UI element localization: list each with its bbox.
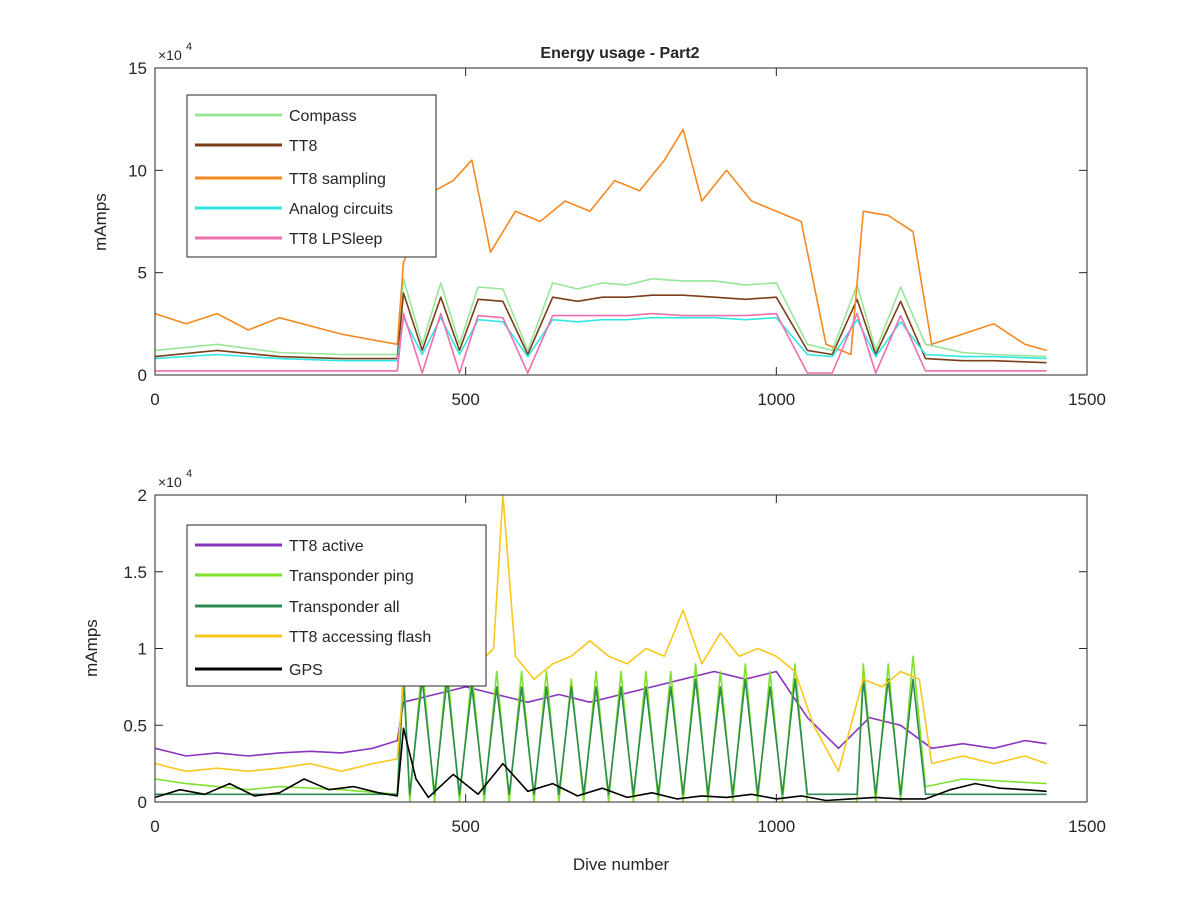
top-legend: Compass TT8 TT8 sampling Analog circuits… — [186, 94, 437, 258]
legend-label-analog-circuits: Analog circuits — [289, 201, 393, 218]
bottom-series-tt8-accessing-flash — [155, 495, 1047, 773]
bottom-legend: TT8 active Transponder ping Transponder … — [186, 524, 487, 687]
top-y-tick-label: 15 — [128, 59, 147, 78]
top-series-tt8-sampling — [155, 128, 1047, 356]
bottom-y-tick-label: 1 — [138, 640, 147, 659]
top-series-compass — [155, 278, 1047, 358]
top-y-ticks: 0 5 10 15 — [128, 59, 1087, 385]
top-y-tick-label: 5 — [138, 264, 147, 283]
bottom-exponent-base: ×10 — [158, 474, 182, 490]
bottom-exponent-power: 4 — [186, 468, 192, 480]
top-series-group — [155, 128, 1047, 374]
bottom-x-tick-label: 1500 — [1068, 817, 1106, 836]
bottom-y-tick-label: 0.5 — [123, 716, 147, 735]
legend-label-transponder-all: Transponder all — [289, 599, 400, 616]
bottom-panel: 0 500 1000 1500 0 0.5 1 1.5 2 ×10 4 mAmps Dive … — [82, 468, 1106, 874]
top-legend-box — [186, 94, 437, 258]
legend-label-tt8-sampling: TT8 sampling — [289, 171, 386, 188]
top-axes-box — [154, 67, 1088, 376]
bottom-series-group — [155, 495, 1047, 802]
bottom-x-tick-label: 0 — [150, 817, 159, 836]
legend-label-tt8-active: TT8 active — [289, 538, 364, 555]
top-exponent-power: 4 — [186, 41, 192, 53]
top-panel: Energy usage - Part2 0 500 1000 1500 0 5 10 15… — [91, 41, 1106, 409]
bottom-series-tt8-active — [155, 670, 1047, 757]
bottom-x-tick-label: 500 — [451, 817, 479, 836]
top-y-tick-label: 0 — [138, 366, 147, 385]
bottom-series-transponder-all — [155, 678, 1047, 796]
top-exponent-base: ×10 — [158, 47, 182, 63]
chart-title: Energy usage - Part2 — [540, 45, 699, 62]
top-y-tick-label: 10 — [128, 161, 147, 180]
top-x-tick-label: 0 — [150, 390, 159, 409]
legend-label-compass: Compass — [289, 108, 357, 125]
legend-label-gps: GPS — [289, 662, 323, 679]
bottom-y-ticks: 0 0.5 1 1.5 2 — [123, 486, 1087, 812]
legend-label-transponder-ping: Transponder ping — [289, 568, 414, 585]
bottom-y-axis-label: mAmps — [82, 619, 101, 677]
bottom-y-tick-label: 1.5 — [123, 563, 147, 582]
top-series-tt8-lpsleep — [155, 312, 1047, 374]
top-x-tick-label: 500 — [451, 390, 479, 409]
top-x-tick-label: 1500 — [1068, 390, 1106, 409]
bottom-series-gps — [155, 727, 1047, 802]
legend-label-tt8: TT8 — [289, 138, 318, 155]
legend-label-tt8-accessing-flash: TT8 accessing flash — [289, 629, 431, 646]
top-y-axis-label: mAmps — [91, 193, 110, 251]
bottom-y-tick-label: 0 — [138, 793, 147, 812]
legend-label-tt8-lpsleep: TT8 LPSleep — [289, 231, 382, 248]
top-x-ticks: 0 500 1000 1500 — [150, 68, 1106, 409]
top-x-tick-label: 1000 — [757, 390, 795, 409]
bottom-x-tick-label: 1000 — [757, 817, 795, 836]
x-axis-label: Dive number — [573, 855, 670, 874]
top-series-tt8 — [155, 292, 1047, 364]
bottom-y-tick-label: 2 — [138, 486, 147, 505]
bottom-x-ticks: 0 500 1000 1500 — [150, 495, 1106, 836]
